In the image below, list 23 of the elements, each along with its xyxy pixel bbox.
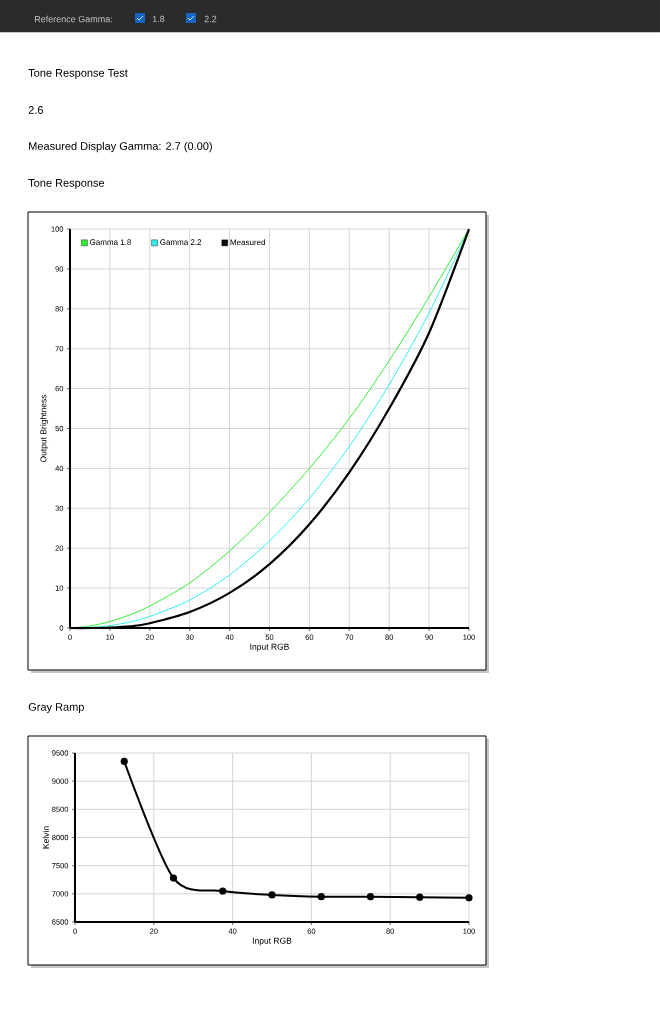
chart-title: Tone Response [28,179,105,189]
chart-title: Gray Ramp [28,703,84,713]
point [366,893,375,901]
point [120,757,128,766]
point [268,891,276,899]
point [416,893,424,901]
point [317,893,325,901]
text: 2.6 [28,106,43,114]
text: 2.2 [204,15,217,23]
x-axis-title: Input RGB [252,937,292,946]
point [465,894,473,902]
x-axis-title: Input RGB [250,643,289,652]
legend-label: Gamma 2.2 [160,239,202,245]
text: Measured Display Gamma: 2.7 (0.00) [29,141,212,153]
y-axis-title: Output Brightness [40,394,49,463]
text: Reference Gamma: [34,15,112,23]
legend-label: Gamma 1.8 [89,239,132,245]
text: Tone Response Test [28,69,128,79]
y-axis-title: Kelvin [42,826,49,849]
point [219,887,227,895]
point [169,874,178,882]
legend-label: Measured [230,239,266,246]
text: 1.8 [152,15,165,23]
